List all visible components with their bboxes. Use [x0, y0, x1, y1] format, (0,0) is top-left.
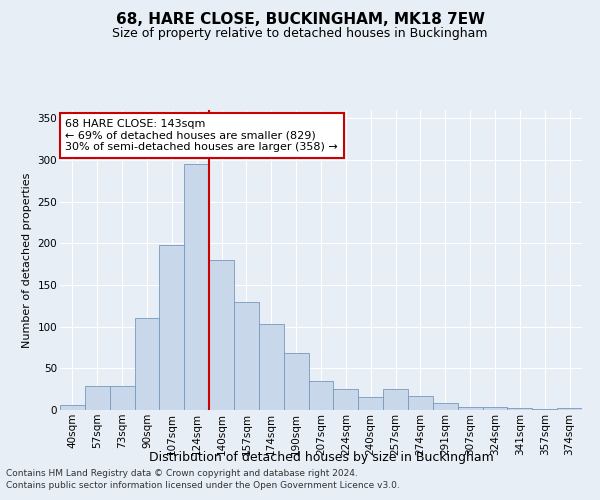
Bar [234, 302, 259, 410]
Text: Contains HM Land Registry data © Crown copyright and database right 2024.: Contains HM Land Registry data © Crown c… [6, 468, 358, 477]
Bar [60, 405, 85, 410]
Bar [383, 389, 408, 410]
Bar [508, 408, 532, 410]
Bar [358, 396, 383, 410]
Bar [334, 389, 358, 410]
Bar [259, 324, 284, 410]
Bar [160, 245, 184, 410]
Bar [433, 404, 458, 410]
Bar [557, 408, 582, 410]
Text: 68, HARE CLOSE, BUCKINGHAM, MK18 7EW: 68, HARE CLOSE, BUCKINGHAM, MK18 7EW [115, 12, 485, 28]
Bar [85, 386, 110, 410]
Bar [408, 396, 433, 410]
Bar [482, 406, 508, 410]
Text: Size of property relative to detached houses in Buckingham: Size of property relative to detached ho… [112, 28, 488, 40]
Bar [134, 318, 160, 410]
Bar [284, 354, 308, 410]
Bar [110, 386, 134, 410]
Bar [532, 409, 557, 410]
Bar [308, 381, 334, 410]
Y-axis label: Number of detached properties: Number of detached properties [22, 172, 32, 348]
Text: Distribution of detached houses by size in Buckingham: Distribution of detached houses by size … [149, 451, 493, 464]
Text: 68 HARE CLOSE: 143sqm
← 69% of detached houses are smaller (829)
30% of semi-det: 68 HARE CLOSE: 143sqm ← 69% of detached … [65, 119, 338, 152]
Text: Contains public sector information licensed under the Open Government Licence v3: Contains public sector information licen… [6, 481, 400, 490]
Bar [184, 164, 209, 410]
Bar [458, 406, 482, 410]
Bar [209, 260, 234, 410]
